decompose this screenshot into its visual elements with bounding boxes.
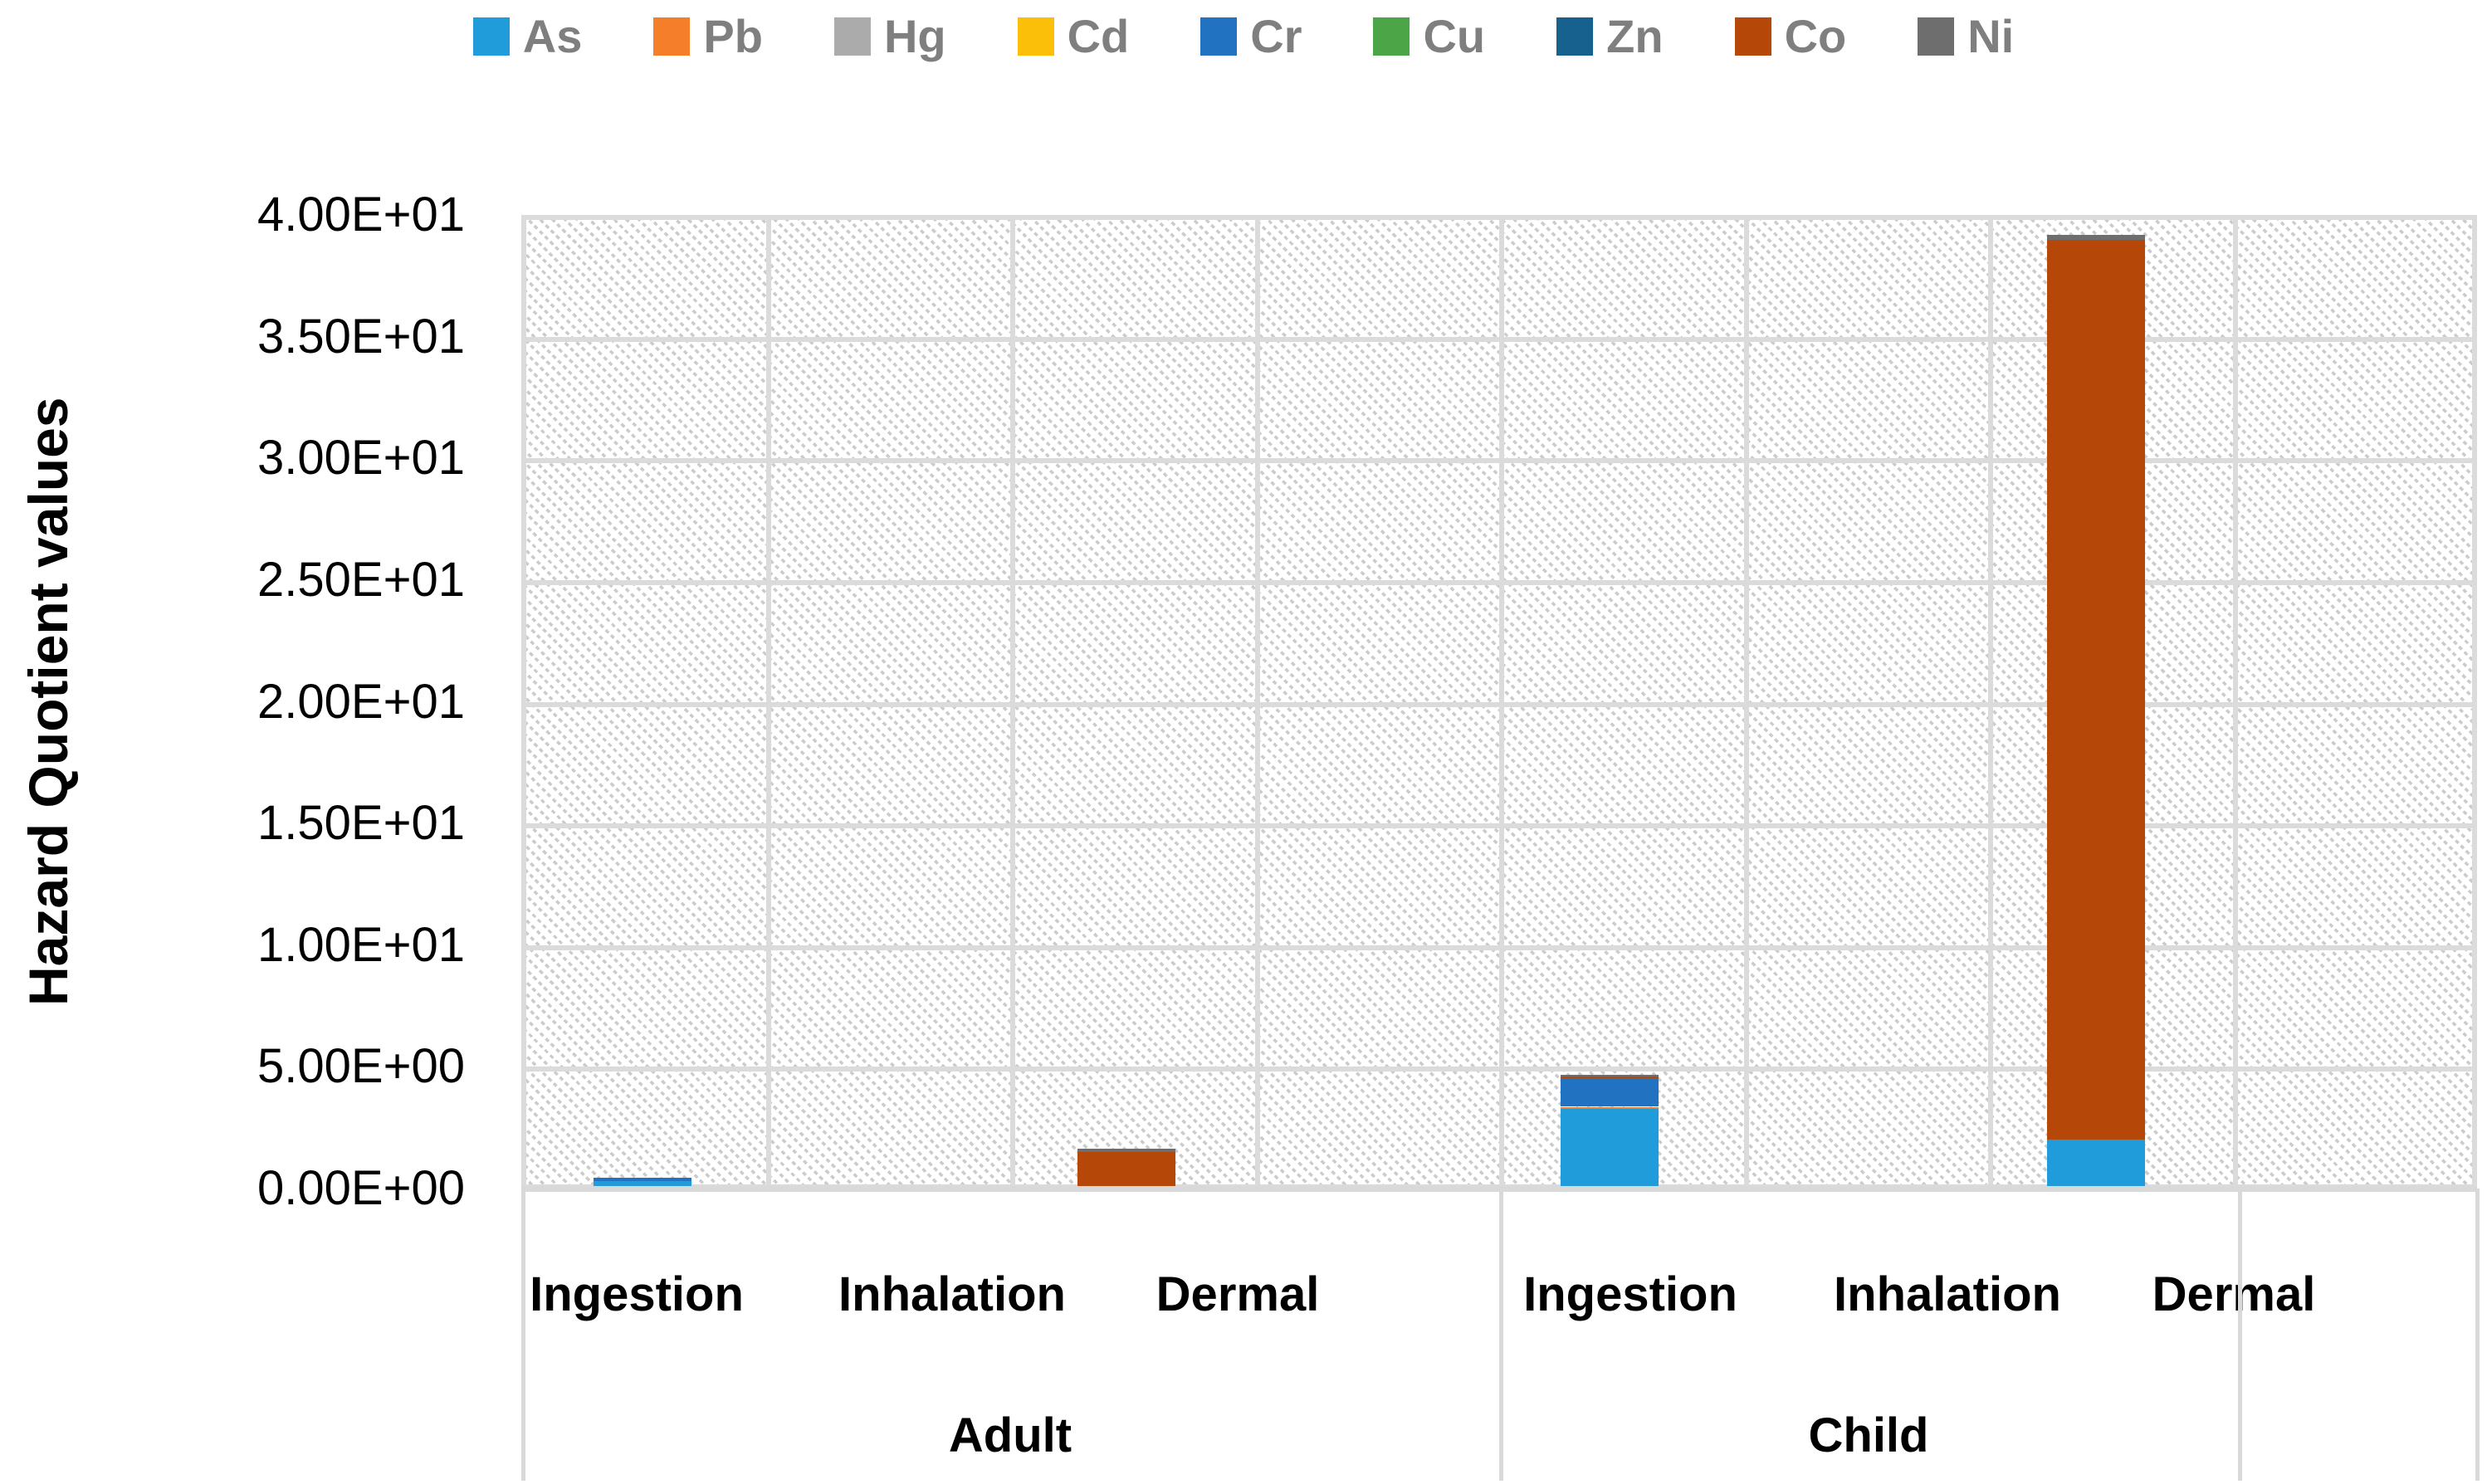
bar-segment-as-child-dermal (2047, 1140, 2145, 1189)
legend-item-as: As (472, 10, 583, 62)
legend-label: As (522, 10, 583, 62)
legend-item-cu: Cu (1373, 13, 1485, 60)
legend-swatch-as (472, 17, 510, 56)
bar-segment-as-adult-ingestion (594, 1181, 691, 1189)
legend-swatch-ni (1918, 17, 1955, 56)
bar-segment-ni-adult-dermal (1077, 1149, 1175, 1152)
group-divider (1499, 1189, 1503, 1481)
group-divider (2238, 1189, 2242, 1481)
y-tick-label: 0.00E+00 (257, 1161, 465, 1215)
legend-label: Ni (1967, 10, 2015, 62)
legend-label: Hg (883, 10, 946, 62)
y-tick-label: 1.50E+01 (257, 796, 465, 851)
vertical-gridline (1499, 215, 1504, 1189)
x-category-label-child-ingestion: Ingestion (1523, 1267, 1737, 1321)
legend-label: Cr (1250, 10, 1302, 62)
vertical-gridline (1988, 215, 1993, 1189)
bar-segment-co-adult-dermal (1077, 1152, 1175, 1189)
group-divider (2475, 1189, 2480, 1481)
legend-swatch-cr (1200, 17, 1238, 56)
x-category-label-adult-inhalation: Inhalation (838, 1267, 1066, 1321)
legend-label: Co (1784, 10, 1847, 62)
bar-segment-ni-child-dermal (2047, 235, 2145, 240)
bar-segment-ni-child-ingestion (1561, 1075, 1659, 1076)
legend-swatch-cd (1017, 17, 1054, 56)
legend-item-hg: Hg (833, 10, 946, 62)
y-tick-label: 1.00E+01 (257, 917, 465, 972)
bar-segment-pb-child-ingestion (1561, 1107, 1659, 1109)
legend-item-co: Co (1734, 10, 1847, 62)
legend-label: Cu (1423, 10, 1486, 62)
legend-label: Cd (1067, 10, 1130, 62)
x-axis-line (521, 1186, 2477, 1192)
legend-swatch-pb (653, 17, 691, 56)
vertical-gridline (1255, 215, 1260, 1189)
chart-legend: As Pb Hg Cd Cr Cu Zn Co Ni (0, 13, 2487, 60)
legend-item-zn: Zn (1556, 10, 1664, 62)
legend-swatch-zn (1556, 17, 1594, 56)
legend-item-cr: Cr (1200, 13, 1302, 60)
x-category-label-adult-ingestion: Ingestion (530, 1267, 744, 1321)
vertical-gridline (1744, 215, 1749, 1189)
vertical-gridline (521, 215, 526, 1189)
bar-segment-co-child-ingestion (1561, 1076, 1659, 1078)
x-group-label-child: Child (1808, 1408, 1929, 1462)
legend-item-pb: Pb (653, 13, 763, 60)
x-category-label-adult-dermal: Dermal (1156, 1267, 1320, 1321)
vertical-gridline (1010, 215, 1015, 1189)
x-category-label-child-dermal: Dermal (2152, 1267, 2316, 1321)
y-tick-label: 2.00E+01 (257, 674, 465, 729)
y-tick-label: 3.50E+01 (257, 309, 465, 364)
legend-label: Pb (703, 10, 763, 62)
bar-segment-cr-child-ingestion (1561, 1078, 1659, 1106)
x-group-label-adult: Adult (948, 1408, 1072, 1462)
legend-swatch-cu (1373, 17, 1410, 56)
y-tick-label: 5.00E+00 (257, 1039, 465, 1094)
bar-segment-cr-adult-ingestion (594, 1178, 691, 1181)
vertical-gridline (766, 215, 771, 1189)
legend-swatch-hg (833, 17, 871, 56)
legend-item-ni: Ni (1918, 13, 2014, 60)
legend-label: Zn (1606, 10, 1664, 62)
legend-swatch-co (1734, 17, 1771, 56)
legend-item-cd: Cd (1017, 10, 1130, 62)
plot-area (521, 215, 2477, 1189)
x-category-label-child-inhalation: Inhalation (1834, 1267, 2061, 1321)
vertical-gridline (2233, 215, 2238, 1189)
bar-segment-as-child-ingestion (1561, 1109, 1659, 1189)
y-tick-label: 2.50E+01 (257, 552, 465, 607)
bar-segment-co-child-dermal (2047, 240, 2145, 1140)
y-tick-label: 4.00E+01 (257, 188, 465, 242)
y-tick-label: 3.00E+01 (257, 431, 465, 486)
vertical-gridline (2472, 215, 2477, 1189)
group-divider (521, 1189, 525, 1481)
